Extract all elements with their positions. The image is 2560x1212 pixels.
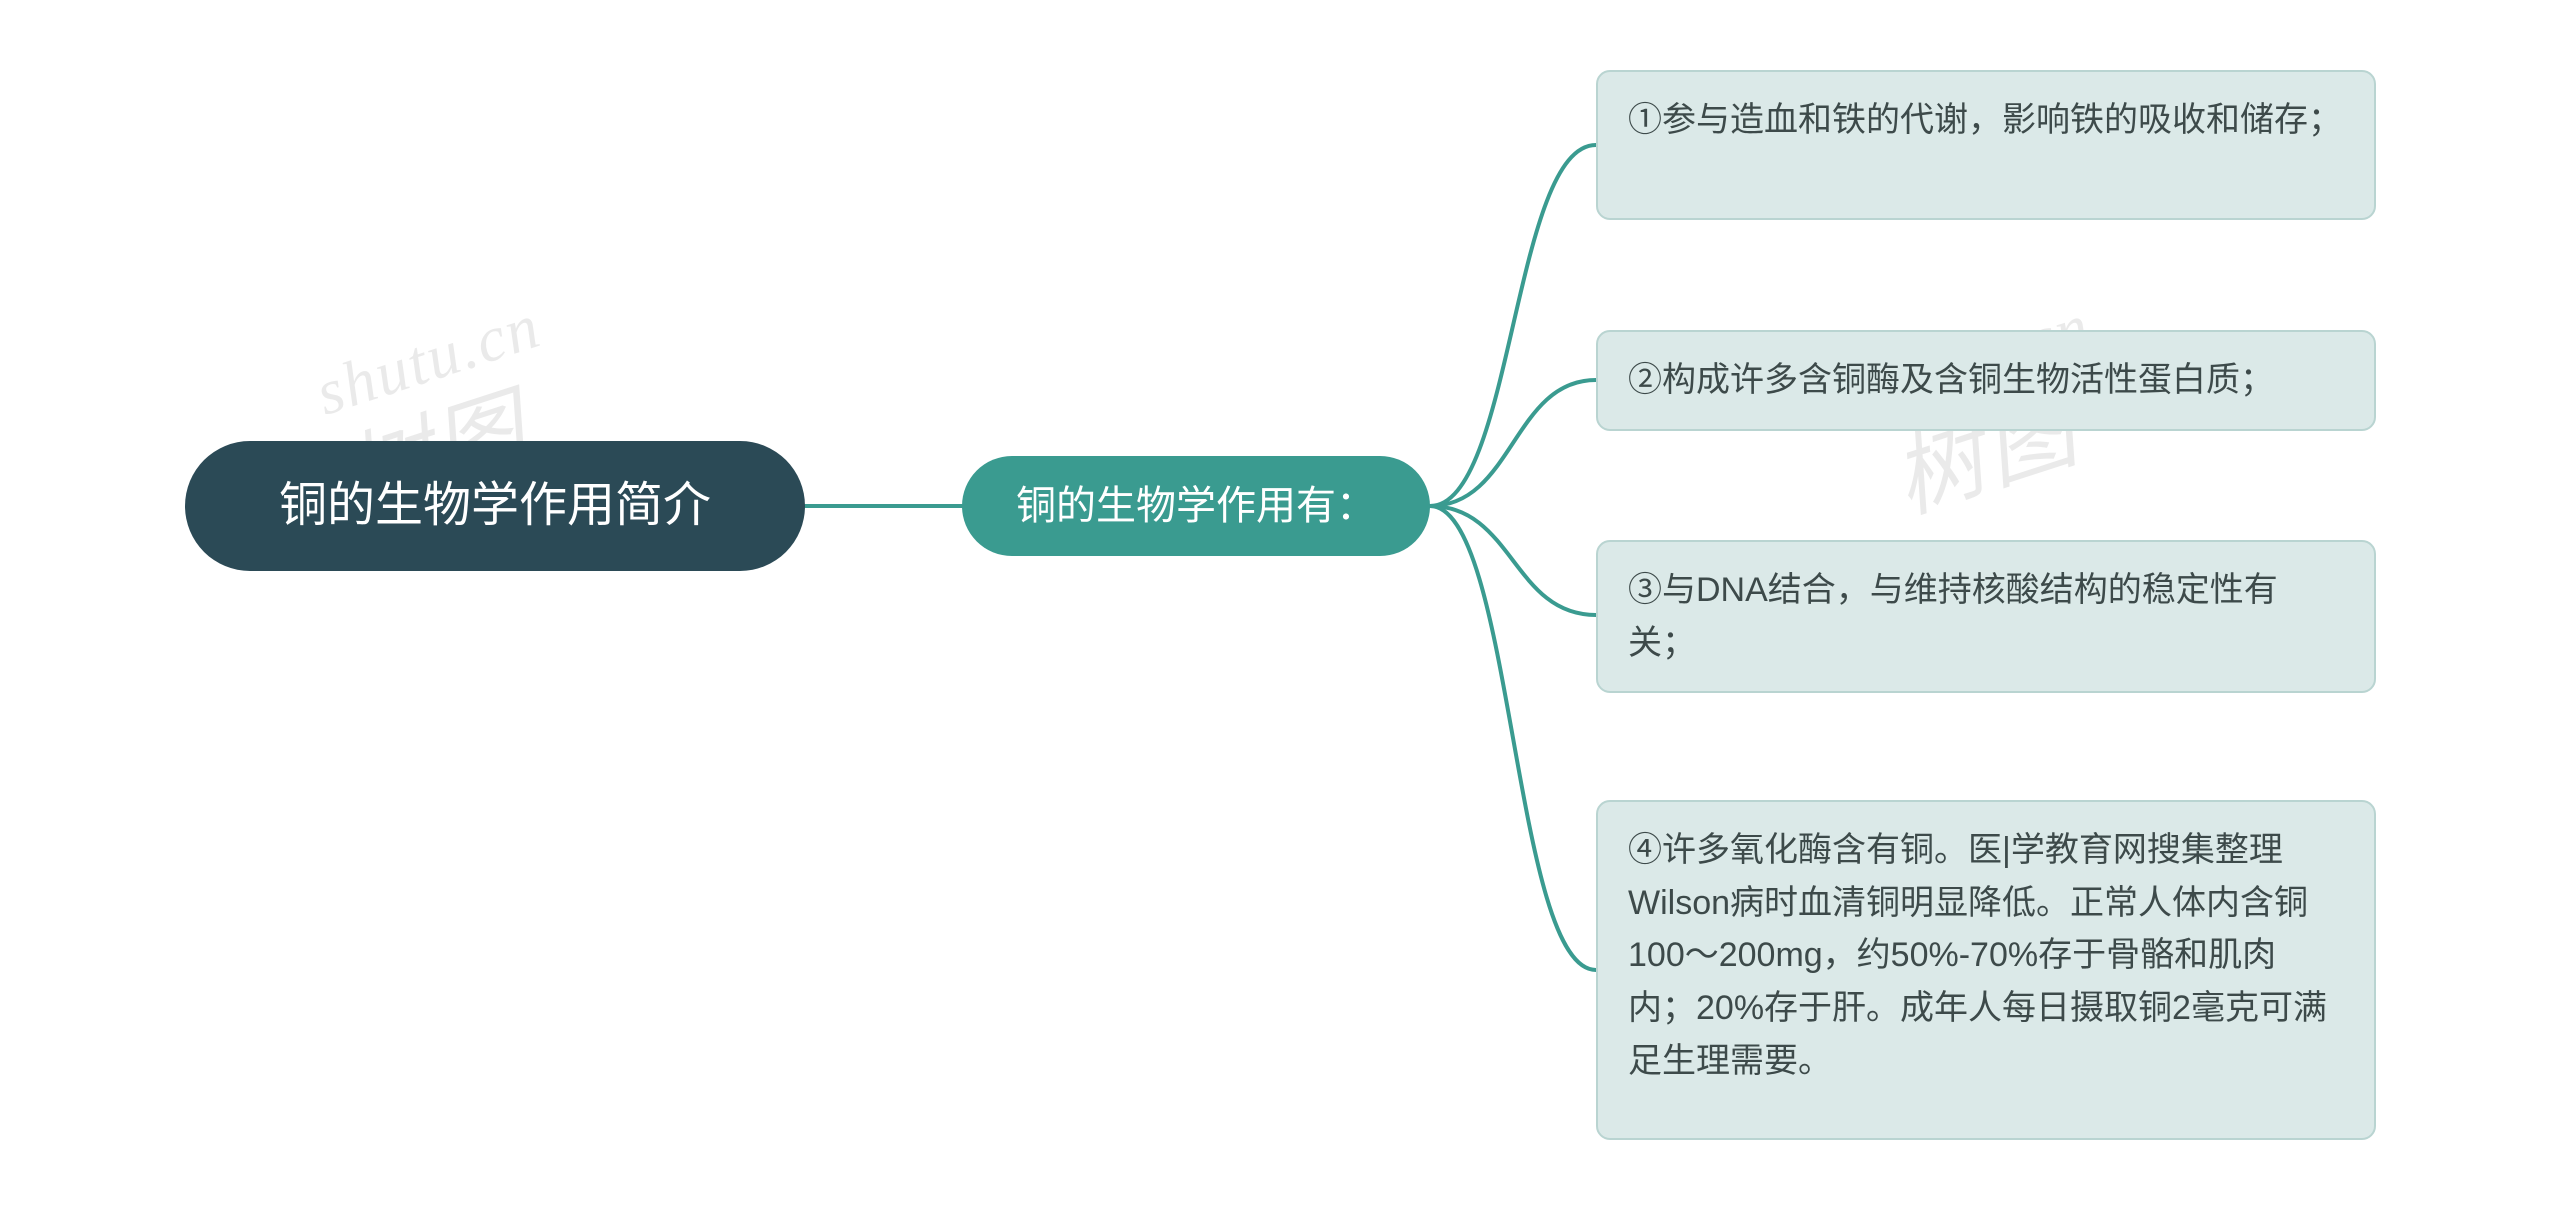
watermark-line1: shutu.cn <box>307 289 550 431</box>
leaf-label: ④许多氧化酶含有铜。医|学教育网搜集整理Wilson病时血清铜明显降低。正常人体… <box>1628 824 2344 1087</box>
branch-node[interactable]: 铜的生物学作用有： <box>962 456 1430 556</box>
root-node[interactable]: 铜的生物学作用简介 <box>185 441 805 571</box>
leaf-node[interactable]: ③与DNA结合，与维持核酸结构的稳定性有关； <box>1596 540 2376 693</box>
leaf-label: ②构成许多含铜酶及含铜生物活性蛋白质； <box>1628 354 2274 407</box>
mindmap-canvas: shutu.cn 树图 shutu.cn 树图 铜的生物学作用简介 铜的生物学作… <box>0 0 2560 1212</box>
leaf-label: ①参与造血和铁的代谢，影响铁的吸收和储存； <box>1628 94 2342 147</box>
leaf-label: ③与DNA结合，与维持核酸结构的稳定性有关； <box>1628 564 2344 669</box>
root-label: 铜的生物学作用简介 <box>279 469 711 543</box>
leaf-node[interactable]: ①参与造血和铁的代谢，影响铁的吸收和储存； <box>1596 70 2376 220</box>
leaf-node[interactable]: ②构成许多含铜酶及含铜生物活性蛋白质； <box>1596 330 2376 431</box>
leaf-node[interactable]: ④许多氧化酶含有铜。医|学教育网搜集整理Wilson病时血清铜明显降低。正常人体… <box>1596 800 2376 1140</box>
branch-label: 铜的生物学作用有： <box>1016 475 1376 537</box>
